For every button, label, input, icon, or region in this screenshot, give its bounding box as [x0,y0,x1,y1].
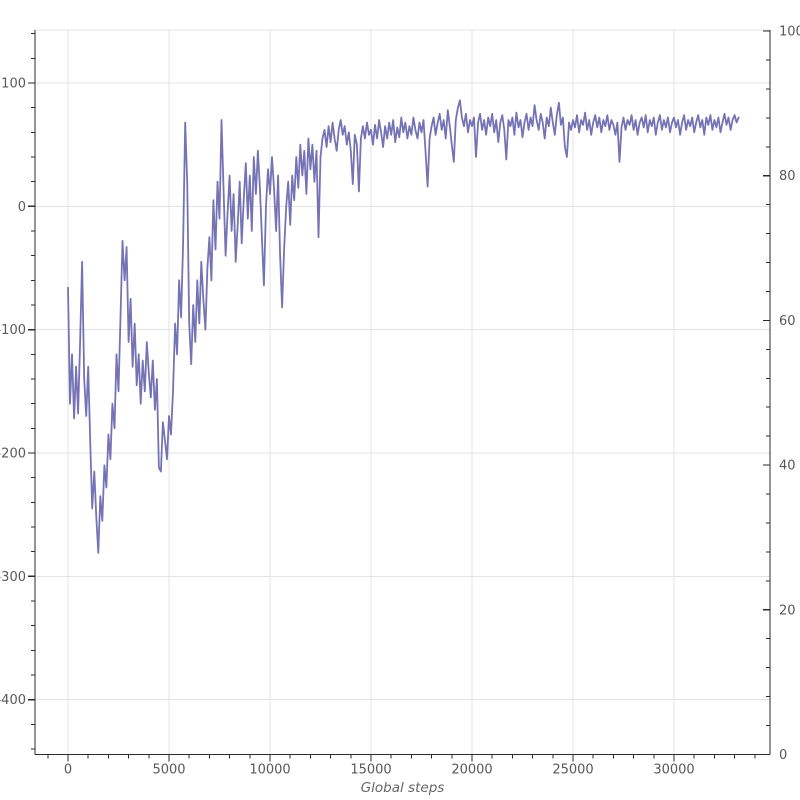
y-left-tick-label: -100 [0,323,26,338]
y-left-tick-label: -300 [0,570,26,585]
data-series-line [67,99,740,554]
y-left-tick-label: -400 [0,693,26,708]
x-tick-label: 0 [64,763,72,778]
x-tick-label: 20000 [451,763,492,778]
y-left-tick-label: 100 [1,76,26,91]
x-tick-label: 15000 [350,763,391,778]
y-right-tick-label: 100 [779,25,800,40]
x-axis-title: Global steps [360,780,445,796]
y-left-tick-label: -200 [0,446,26,461]
x-tick-label: 30000 [653,763,694,778]
y-right-tick-label: 40 [779,459,796,474]
x-tick-label: 10000 [249,763,290,778]
y-right-tick-label: 80 [779,169,796,184]
y-right-tick-label: 20 [779,603,796,618]
y-right-tick-label: 0 [779,748,787,763]
y-right-tick-label: 60 [779,314,796,329]
x-tick-label: 25000 [552,763,593,778]
y-left-tick-label: 0 [18,200,26,215]
x-tick-label: 5000 [152,763,185,778]
